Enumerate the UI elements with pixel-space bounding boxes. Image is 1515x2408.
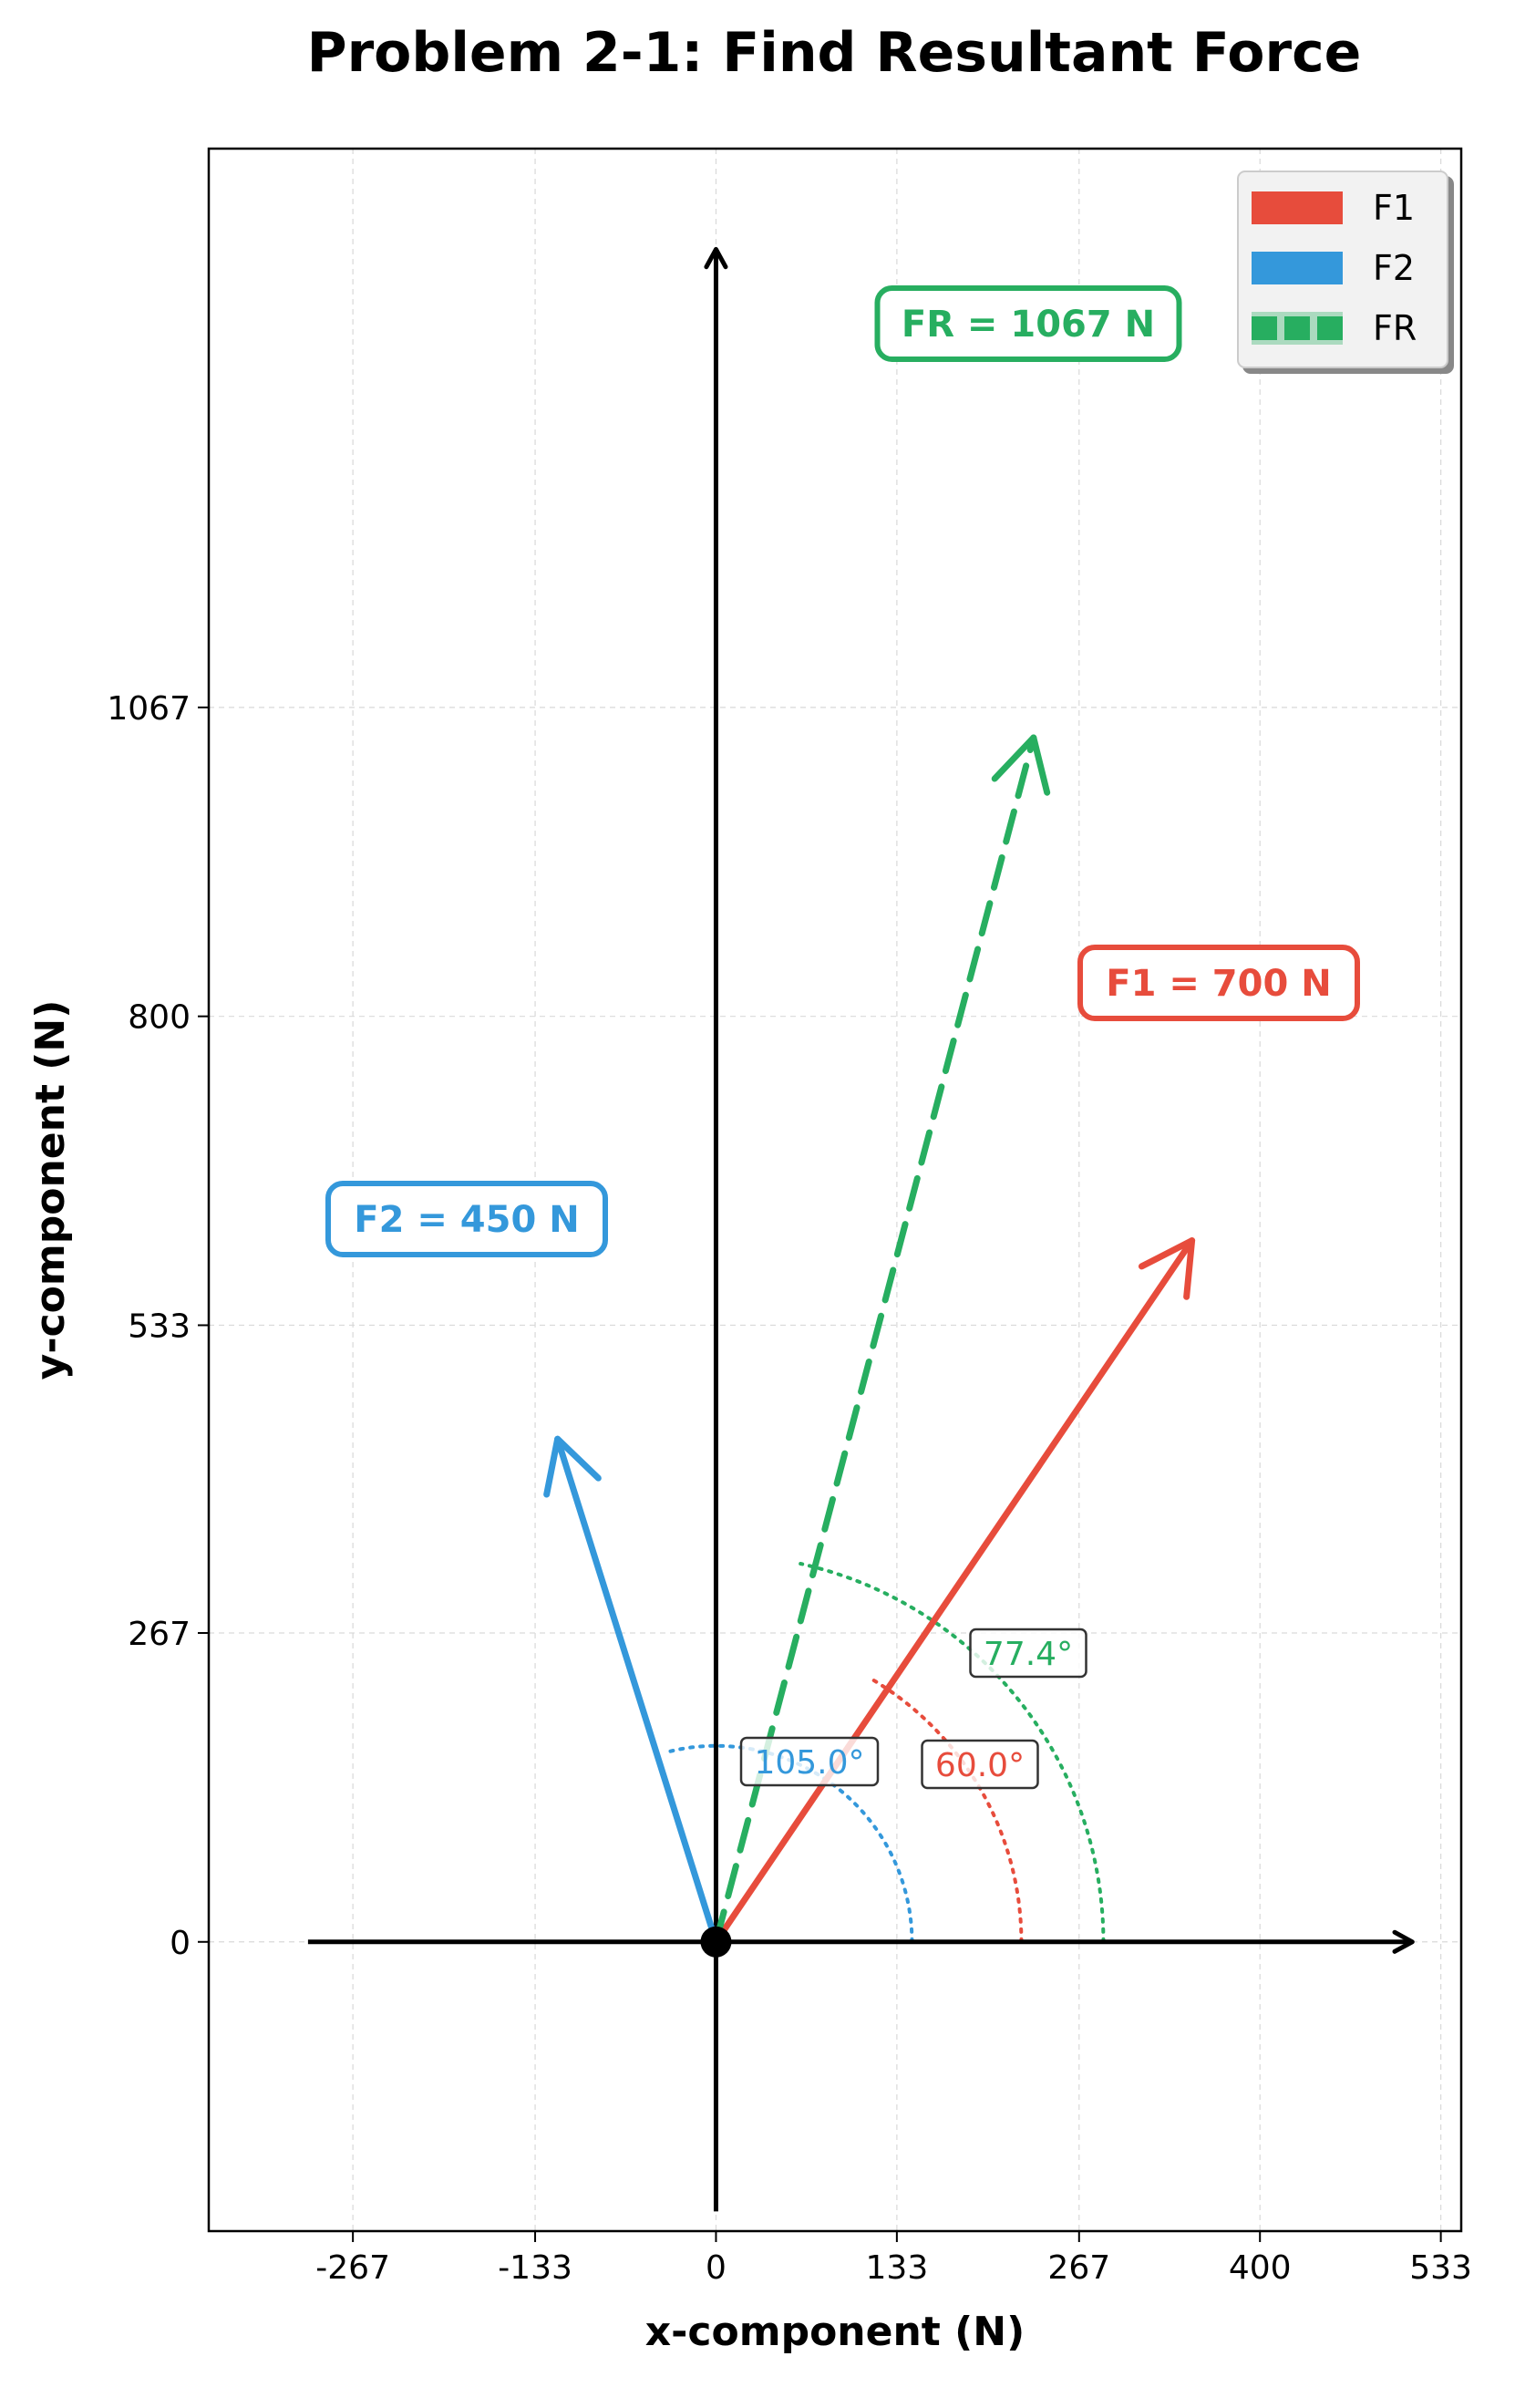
x-axis-arrowhead xyxy=(1392,1929,1415,1954)
y-tick-label: 1067 xyxy=(107,690,191,728)
legend-label: FR xyxy=(1373,308,1417,348)
legend-label: F2 xyxy=(1373,248,1415,288)
x-axis-title: x-component (N) xyxy=(645,2309,1025,2355)
angle-label: 60.0° xyxy=(935,1747,1025,1784)
vector-f1-arrowhead xyxy=(1138,1237,1196,1300)
axis-ticks: -267 -133 0 133 267 400 533 0 267 533 800 1067 xyxy=(107,690,1472,2287)
vector-labels: 60.0° 105.0° 77.4° F1 = 700 N F2 = 450 N FR =… xyxy=(325,285,1360,1790)
coordinate-axes xyxy=(307,246,1415,2212)
angle-label: 105.0° xyxy=(754,1744,864,1782)
legend-label: F1 xyxy=(1373,188,1415,228)
x-tick-label: 400 xyxy=(1229,2249,1292,2287)
magnitude-label: FR = 1067 N xyxy=(902,304,1155,346)
x-tick-label: -133 xyxy=(498,2249,572,2287)
y-tick-label: 0 xyxy=(170,1925,191,1962)
angle-arc xyxy=(866,1675,1024,1944)
y-tick-label: 267 xyxy=(128,1616,191,1653)
vector-fr-arrowhead xyxy=(991,734,1051,796)
legend-swatch xyxy=(1252,252,1343,284)
x-tick-label: 0 xyxy=(706,2249,727,2287)
angle-arcs xyxy=(663,1562,1106,1944)
magnitude-label: F1 = 700 N xyxy=(1106,963,1331,1005)
plot-frame xyxy=(207,147,1463,2233)
vector-f1 xyxy=(712,1237,1196,1946)
chart-title: Problem 2-1: Find Resultant Force xyxy=(307,21,1362,85)
magnitude-label-box xyxy=(874,285,1182,362)
x-tick-label: 133 xyxy=(866,2249,929,2287)
magnitude-label: F2 = 450 N xyxy=(354,1199,579,1241)
y-tick-label: 533 xyxy=(128,1307,191,1345)
origin-point xyxy=(700,1926,732,1958)
angle-arc xyxy=(799,1562,1106,1944)
angle-label-box xyxy=(969,1628,1087,1679)
y-axis-arrowhead xyxy=(704,246,728,270)
magnitude-label-box xyxy=(1077,945,1360,1021)
legend-swatch xyxy=(1252,191,1343,224)
legend: F1 F2 FR xyxy=(1237,171,1448,368)
angle-arc xyxy=(663,1743,914,1944)
x-tick-label: 533 xyxy=(1409,2249,1472,2287)
angle-label-box xyxy=(921,1739,1039,1790)
angle-label: 77.4° xyxy=(984,1636,1073,1673)
vector-f2-arrowhead xyxy=(543,1435,602,1498)
y-axis-title: y-component (N) xyxy=(27,1000,74,1380)
angle-label-box xyxy=(739,1736,880,1787)
vector-f2 xyxy=(554,1435,719,1946)
magnitude-label-box xyxy=(325,1181,608,1257)
x-tick-label: 267 xyxy=(1047,2249,1110,2287)
y-tick-label: 800 xyxy=(128,999,191,1037)
x-tick-label: -267 xyxy=(315,2249,390,2287)
